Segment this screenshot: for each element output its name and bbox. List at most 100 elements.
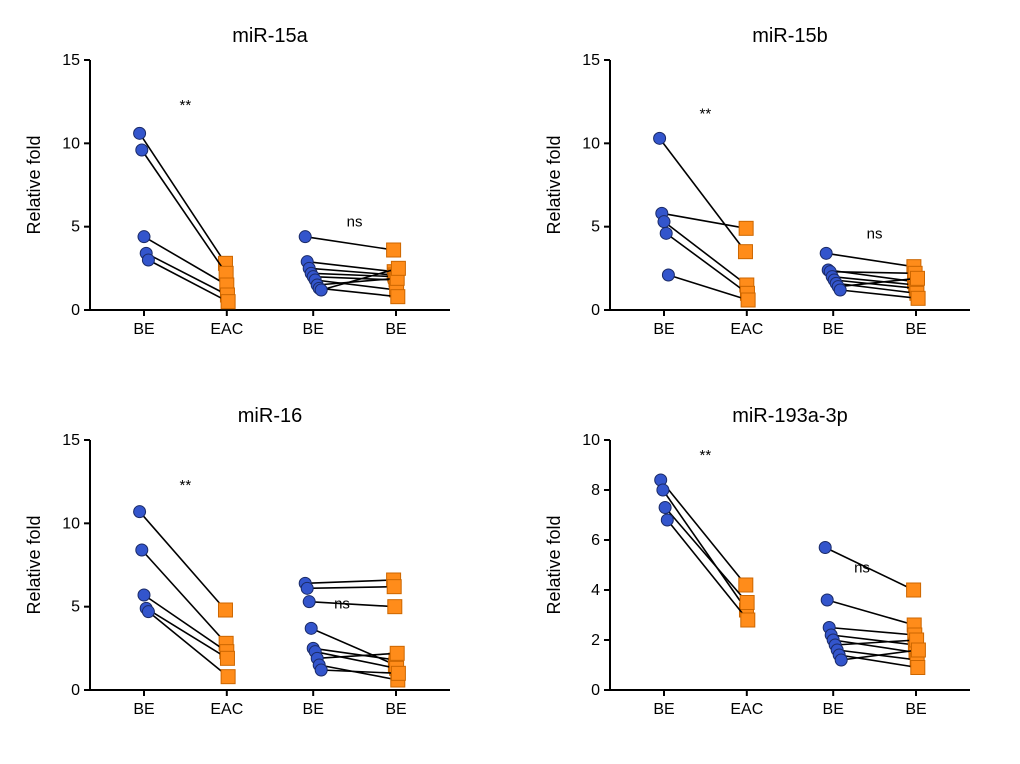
data-point-circle <box>136 144 148 156</box>
pair-line <box>829 628 915 636</box>
x-tick-label: BE <box>905 321 926 338</box>
scatter-line-chart: miR-193a-3pRelative fold0246810BEEACBEBE… <box>540 400 1000 740</box>
y-tick-label: 10 <box>582 432 600 449</box>
scatter-line-chart: miR-15bRelative fold051015BEEACBEBE**ns <box>540 20 1000 360</box>
y-tick-label: 5 <box>71 219 80 236</box>
data-point-circle <box>299 231 311 243</box>
y-tick-label: 6 <box>591 532 600 549</box>
data-point-square <box>387 580 401 594</box>
data-point-circle <box>654 132 666 144</box>
data-point-square <box>740 596 754 610</box>
data-point-square <box>741 613 755 627</box>
pair-line <box>826 253 914 266</box>
data-point-square <box>218 603 232 617</box>
data-point-square <box>221 670 235 684</box>
chart-title: miR-193a-3p <box>732 405 848 427</box>
data-point-square <box>911 661 925 675</box>
y-tick-label: 0 <box>71 302 80 319</box>
pair-line <box>146 253 227 295</box>
data-point-square <box>911 291 925 305</box>
y-tick-label: 10 <box>62 135 80 152</box>
y-axis-label: Relative fold <box>24 515 44 614</box>
significance-label: ns <box>347 214 363 231</box>
data-point-circle <box>305 622 317 634</box>
x-tick-label: BE <box>133 701 154 718</box>
data-point-square <box>739 221 753 235</box>
significance-label: ns <box>867 225 883 242</box>
data-point-circle <box>134 127 146 139</box>
x-tick-label: BE <box>653 701 674 718</box>
scatter-line-chart: miR-16Relative fold051015BEEACBEBE**ns <box>20 400 480 740</box>
panel-mir-15b: miR-15bRelative fold051015BEEACBEBE**ns <box>540 20 1000 360</box>
y-tick-label: 8 <box>591 482 600 499</box>
x-tick-label: BE <box>905 701 926 718</box>
chart-title: miR-15b <box>752 25 828 47</box>
significance-label: ** <box>180 477 192 494</box>
y-tick-label: 5 <box>71 599 80 616</box>
pair-line <box>839 655 918 668</box>
y-tick-label: 10 <box>62 515 80 532</box>
pair-line <box>663 490 747 610</box>
y-tick-label: 15 <box>62 52 80 69</box>
y-axis-label: Relative fold <box>544 135 564 234</box>
data-point-circle <box>657 484 669 496</box>
y-tick-label: 2 <box>591 632 600 649</box>
y-axis-label: Relative fold <box>24 135 44 234</box>
pair-line <box>144 595 227 652</box>
data-point-square <box>221 295 235 309</box>
x-tick-label: BE <box>385 321 406 338</box>
pair-line <box>307 587 394 589</box>
y-tick-label: 15 <box>582 52 600 69</box>
x-tick-label: EAC <box>730 321 763 338</box>
data-point-circle <box>142 606 154 618</box>
data-point-square <box>911 271 925 285</box>
y-tick-label: 0 <box>591 302 600 319</box>
data-point-square <box>911 643 925 657</box>
data-point-circle <box>315 284 327 296</box>
data-point-square <box>391 666 405 680</box>
x-tick-label: EAC <box>210 701 243 718</box>
pair-line <box>667 520 747 620</box>
data-point-circle <box>301 582 313 594</box>
x-tick-label: BE <box>303 321 324 338</box>
pair-line <box>838 278 917 286</box>
y-tick-label: 10 <box>582 135 600 152</box>
pair-line <box>307 262 394 272</box>
pair-line <box>305 580 393 583</box>
data-point-circle <box>819 542 831 554</box>
pair-line <box>319 288 398 296</box>
pair-line <box>305 237 393 250</box>
x-tick-label: EAC <box>730 701 763 718</box>
data-point-square <box>907 583 921 597</box>
pair-line <box>144 237 227 285</box>
significance-label: ns <box>334 595 350 612</box>
pair-line <box>665 508 747 603</box>
data-point-circle <box>303 596 315 608</box>
data-point-square <box>390 646 404 660</box>
pair-line <box>830 272 915 274</box>
data-point-circle <box>134 506 146 518</box>
scatter-line-chart: miR-15aRelative fold051015BEEACBEBE**ns <box>20 20 480 360</box>
pair-line <box>662 213 746 228</box>
significance-label: ** <box>700 447 712 464</box>
pair-line <box>142 150 226 273</box>
x-tick-label: BE <box>133 321 154 338</box>
significance-label: ** <box>180 97 192 114</box>
x-tick-label: BE <box>385 701 406 718</box>
pair-line <box>664 222 747 285</box>
data-point-square <box>220 651 234 665</box>
panel-mir-15a: miR-15aRelative fold051015BEEACBEBE**ns <box>20 20 480 360</box>
data-point-square <box>741 293 755 307</box>
pair-line <box>666 233 747 293</box>
y-tick-label: 5 <box>591 219 600 236</box>
y-tick-label: 0 <box>71 682 80 699</box>
data-point-circle <box>835 654 847 666</box>
data-point-circle <box>821 594 833 606</box>
pair-line <box>146 608 227 658</box>
pair-line <box>831 635 915 645</box>
data-point-circle <box>659 502 671 514</box>
significance-label: ns <box>854 560 870 577</box>
panel-mir-16: miR-16Relative fold051015BEEACBEBE**ns <box>20 400 480 740</box>
pair-line <box>309 602 395 607</box>
data-point-square <box>387 243 401 257</box>
